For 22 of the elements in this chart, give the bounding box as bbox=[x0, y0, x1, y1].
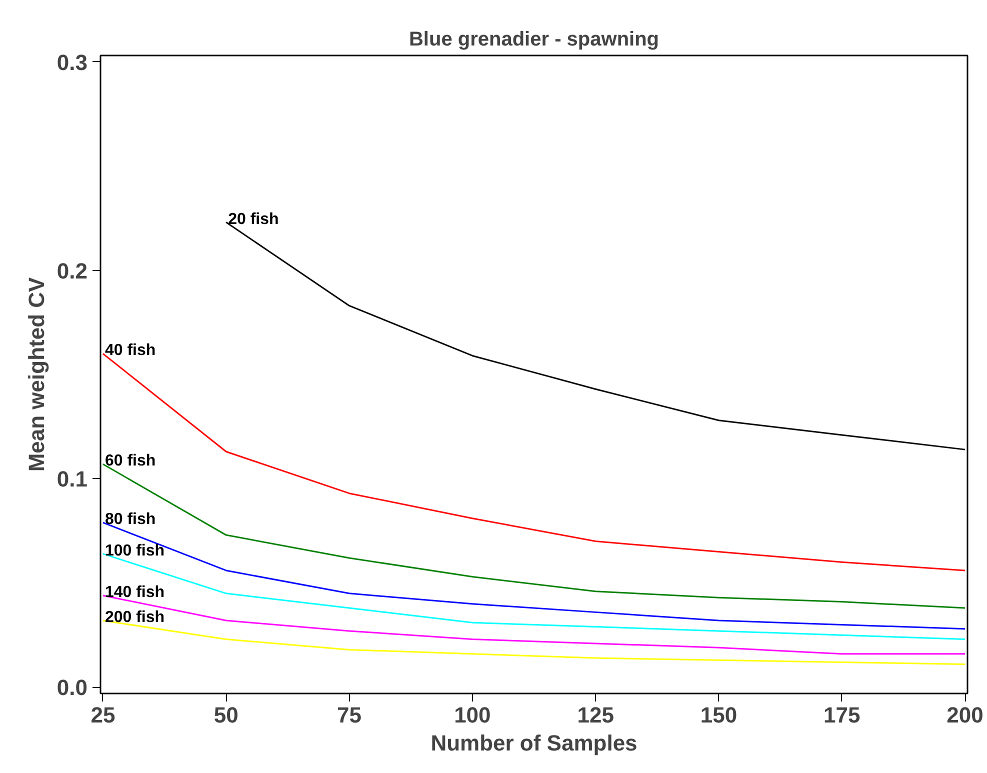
x-tick-label: 25 bbox=[90, 702, 116, 728]
x-tick-label: 175 bbox=[824, 702, 860, 728]
y-axis-title: Mean weighted CV bbox=[24, 276, 49, 472]
x-tick-label: 150 bbox=[700, 702, 738, 728]
x-axis-title: Number of Samples bbox=[430, 730, 638, 756]
x-tick-label: 75 bbox=[337, 702, 362, 728]
x-tick-label: 200 bbox=[946, 702, 984, 728]
x-tick-label: 100 bbox=[454, 702, 491, 728]
series-label: 100 fish bbox=[104, 542, 165, 560]
x-tick-label: 125 bbox=[577, 702, 614, 728]
series-label: 200 fish bbox=[104, 609, 165, 626]
series-label: 20 fish bbox=[228, 210, 279, 228]
y-tick-label: 0.3 bbox=[56, 50, 88, 75]
series-label: 60 fish bbox=[104, 452, 156, 470]
x-tick-label: 50 bbox=[214, 702, 238, 728]
y-tick-label: 0.0 bbox=[56, 675, 88, 700]
chart-title: Blue grenadier - spawning bbox=[408, 28, 660, 50]
series-label: 80 fish bbox=[104, 511, 156, 528]
series-label: 40 fish bbox=[104, 342, 156, 360]
series-label: 140 fish bbox=[104, 584, 165, 602]
y-tick-label: 0.2 bbox=[56, 258, 88, 284]
y-tick-label: 0.1 bbox=[56, 466, 88, 492]
